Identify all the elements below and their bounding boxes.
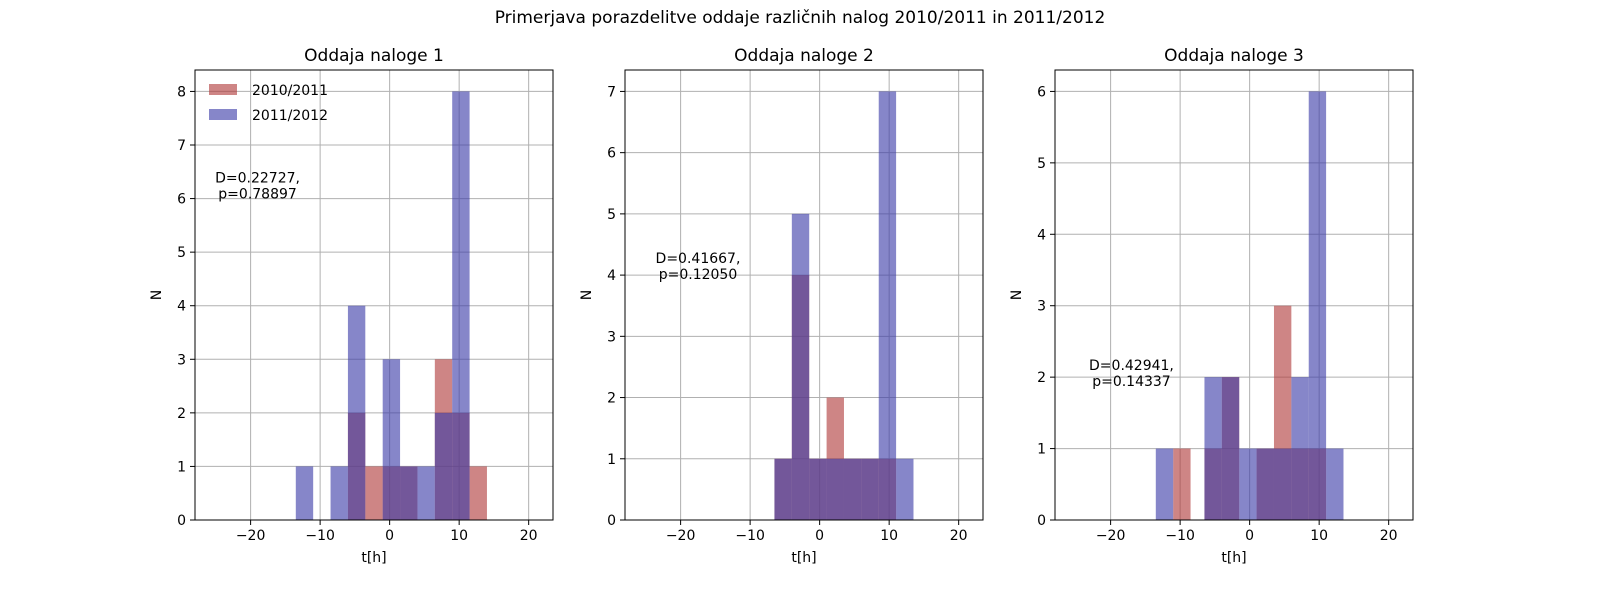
- x-tick-label: 10: [450, 528, 468, 544]
- y-tick-label: 5: [1037, 156, 1046, 172]
- histogram-bar: [1155, 448, 1174, 520]
- y-tick-label: 8: [177, 84, 186, 100]
- y-tick-label: 2: [1037, 370, 1046, 386]
- histogram-bar: [1204, 377, 1222, 520]
- y-tick-label: 4: [177, 299, 186, 315]
- x-axis-label: t[h]: [1221, 550, 1246, 566]
- y-tick-label: 6: [607, 146, 616, 162]
- histogram-bar: [382, 359, 401, 520]
- y-tick-label: 1: [177, 459, 186, 475]
- y-tick-label: 7: [177, 138, 186, 154]
- histogram-panel-1: Oddaja naloge 1 −20 −10 0 10 20 0 1 2 3 4 5 6 7 8 t[h] N…: [149, 46, 554, 566]
- histogram-bar: [1308, 91, 1327, 520]
- y-tick-label: 4: [1037, 227, 1046, 243]
- histogram-bar: [330, 466, 348, 520]
- y-tick-label: 3: [607, 329, 616, 345]
- legend-label: 2011/2012: [252, 108, 328, 124]
- histogram-bar: [1239, 448, 1257, 520]
- histogram-panel-3: Oddaja naloge 3 −20 −10 0 10 20 0 1 2 3 4 5 6 t[h] N D=…: [1009, 46, 1414, 566]
- y-tick-label: 5: [177, 245, 186, 261]
- panel-title: Oddaja naloge 1: [304, 46, 444, 66]
- p-value-label: p=0.14337: [1092, 374, 1171, 390]
- histogram-bar: [1256, 448, 1274, 520]
- x-axis-label: t[h]: [361, 550, 386, 566]
- x-axis-label: t[h]: [791, 550, 816, 566]
- y-tick-label: 6: [177, 192, 186, 208]
- y-tick-label: 4: [607, 268, 616, 284]
- histogram-bar: [1173, 448, 1191, 520]
- histogram-bar: [1221, 377, 1240, 520]
- histogram-panel-2: Oddaja naloge 2 −20 −10 0 10 20 0 1 2 3 4 5 6 7 t[h] N D…: [579, 46, 984, 566]
- panel-title: Oddaja naloge 3: [1164, 46, 1304, 66]
- y-tick-label: 3: [177, 352, 186, 368]
- histogram-bar: [1326, 448, 1344, 520]
- x-tick-label: −10: [735, 528, 765, 544]
- histogram-bar: [878, 91, 897, 520]
- p-value-label: p=0.78897: [218, 187, 297, 203]
- histogram-bar: [347, 305, 366, 520]
- y-tick-label: 3: [1037, 299, 1046, 315]
- y-tick-label: 1: [1037, 442, 1046, 458]
- ks-statistic-label: D=0.41667,: [656, 251, 741, 267]
- x-tick-label: −10: [305, 528, 335, 544]
- legend-swatch: [209, 84, 237, 95]
- series-2011-2012: [295, 91, 470, 520]
- y-tick-label: 0: [1037, 513, 1046, 529]
- x-tick-label: 20: [1380, 528, 1398, 544]
- histogram-bar: [1273, 448, 1292, 520]
- y-tick-label: 1: [607, 452, 616, 468]
- histogram-bar: [295, 466, 314, 520]
- histogram-bar: [896, 458, 914, 520]
- histogram-bar: [826, 458, 844, 520]
- ks-statistic-label: D=0.42941,: [1089, 358, 1174, 374]
- x-tick-label: 0: [1245, 528, 1254, 544]
- x-tick-label: 20: [950, 528, 968, 544]
- legend-swatch: [209, 109, 237, 120]
- y-tick-label: 2: [607, 391, 616, 407]
- legend-label: 2010/2011: [252, 83, 328, 99]
- histogram-bar: [1291, 377, 1309, 520]
- y-tick-label: 7: [607, 84, 616, 100]
- x-tick-label: 0: [385, 528, 394, 544]
- x-tick-label: 10: [880, 528, 898, 544]
- histogram-bar: [365, 466, 383, 520]
- figure-title: Primerjava porazdelitve oddaje različnih…: [494, 8, 1106, 28]
- histogram-bar: [843, 458, 862, 520]
- y-axis-label: N: [149, 290, 165, 300]
- legend: 2010/2011 2011/2012: [209, 83, 328, 124]
- histogram-bar: [417, 466, 435, 520]
- x-tick-label: −20: [1096, 528, 1126, 544]
- y-tick-label: 6: [1037, 84, 1046, 100]
- histogram-bar: [861, 458, 879, 520]
- axes-frame: [624, 69, 984, 521]
- x-tick-label: −10: [1165, 528, 1195, 544]
- y-tick-label: 0: [177, 513, 186, 529]
- y-tick-label: 2: [177, 406, 186, 422]
- y-axis-label: N: [579, 290, 595, 300]
- y-tick-label: 5: [607, 207, 616, 223]
- grid: [195, 70, 553, 521]
- x-tick-label: 0: [815, 528, 824, 544]
- y-tick-label: 0: [607, 513, 616, 529]
- y-axis-label: N: [1009, 290, 1025, 300]
- histogram-bar: [434, 412, 453, 520]
- histogram-bar: [400, 466, 418, 520]
- series-2011-2012: [1155, 91, 1344, 520]
- histogram-bar: [791, 213, 810, 520]
- ks-statistic-label: D=0.22727,: [215, 171, 300, 187]
- histogram-bar: [469, 466, 487, 520]
- histogram-bar: [809, 458, 827, 520]
- axes-frame: [1054, 69, 1414, 521]
- x-tick-label: 10: [1310, 528, 1328, 544]
- x-tick-label: −20: [666, 528, 696, 544]
- x-tick-label: 20: [520, 528, 538, 544]
- p-value-label: p=0.12050: [659, 267, 738, 283]
- panel-title: Oddaja naloge 2: [734, 46, 874, 66]
- histogram-bar: [452, 91, 470, 520]
- histogram-bar: [774, 458, 792, 520]
- x-tick-label: −20: [236, 528, 266, 544]
- axes-frame: [194, 69, 554, 521]
- series-2011-2012: [774, 91, 914, 520]
